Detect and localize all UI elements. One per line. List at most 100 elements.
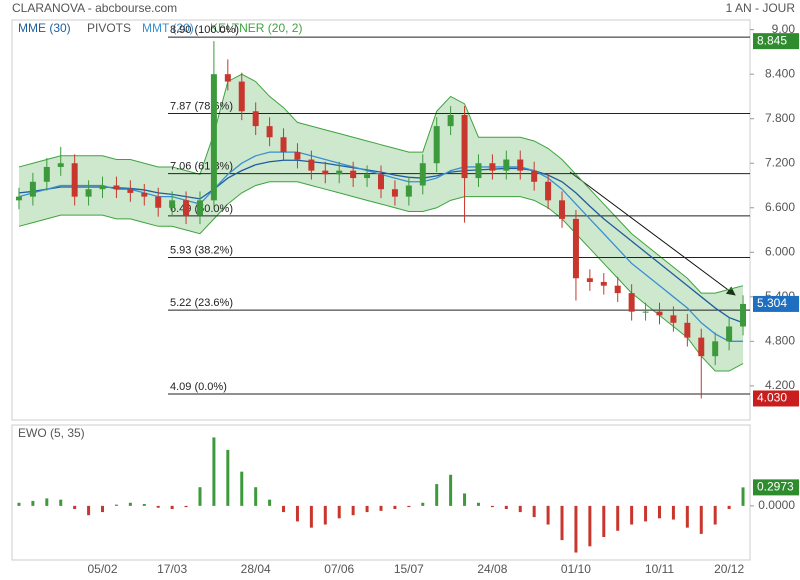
ewo-panel	[11, 424, 751, 561]
page-title: CLARANOVA - abcbourse.com	[12, 1, 177, 15]
candle-body	[600, 281, 607, 286]
keltner-lower	[18, 181, 744, 372]
candle-body	[336, 170, 343, 175]
candle-body	[572, 218, 579, 279]
ewo-bar	[226, 449, 230, 506]
ewo-bar	[490, 505, 494, 508]
ewo-bar	[59, 499, 63, 506]
candle-body	[712, 341, 719, 357]
candle-body	[517, 159, 524, 171]
candle-body	[447, 114, 454, 127]
ewo-bar	[240, 471, 244, 506]
ewo-bar	[87, 505, 91, 516]
ewo-bar	[671, 505, 675, 520]
candle-body	[127, 189, 134, 193]
ewo-bar	[170, 505, 174, 509]
candle-body	[586, 278, 593, 282]
fib-label: 8.90 (100.0%)	[170, 24, 239, 36]
candle-body	[726, 326, 733, 342]
candle-body	[196, 200, 203, 216]
ewo-bar	[365, 505, 369, 513]
candle-body	[405, 185, 412, 197]
ewo-bar	[393, 505, 397, 509]
value-marker-label: 0.2973	[757, 480, 794, 494]
ewo-bar	[518, 505, 522, 513]
candle-body	[266, 126, 273, 138]
ewo-bar	[407, 505, 411, 508]
candle-body	[308, 159, 315, 171]
x-tick-label: 05/02	[87, 562, 117, 576]
candle-body	[378, 174, 384, 190]
candle-body	[238, 81, 245, 112]
ewo-bar	[295, 505, 299, 522]
candle-body	[350, 170, 357, 179]
keltner-fill	[18, 74, 744, 372]
candle-body	[322, 170, 329, 175]
candle-body	[224, 74, 231, 82]
candle-body	[71, 163, 78, 197]
value-marker-label: 4.030	[757, 391, 787, 405]
candle-body	[656, 311, 663, 316]
ewo-bar	[616, 505, 620, 531]
legend-pivots: PIVOTS	[87, 21, 131, 35]
candle-body	[391, 189, 398, 197]
ewo-bar	[351, 505, 355, 516]
ewo-bar	[727, 505, 731, 509]
ewo-bar	[114, 504, 118, 506]
candle-body	[489, 163, 496, 171]
ewo-bar	[101, 505, 105, 513]
y-tick-label: 6.600	[765, 200, 795, 214]
ewo-bar	[630, 505, 634, 525]
ewo-bar	[713, 505, 717, 525]
ewo-bar	[17, 502, 21, 506]
candle-body	[85, 189, 92, 197]
candle-body	[155, 196, 162, 208]
ewo-bar	[421, 502, 425, 506]
candle-body	[15, 196, 22, 201]
value-marker	[753, 295, 799, 312]
x-tick-label: 28/04	[241, 562, 271, 576]
ewo-bar	[323, 505, 327, 525]
ewo-bar	[268, 499, 272, 506]
ewo-bar	[435, 484, 439, 506]
value-marker	[753, 33, 799, 50]
candle-body	[614, 285, 621, 294]
ewo-bar	[45, 498, 49, 506]
ewo-bar	[463, 493, 467, 506]
ewo-bar	[699, 505, 703, 534]
ewo-bar	[31, 500, 35, 506]
candle-body	[113, 185, 120, 190]
candle-body	[475, 163, 482, 179]
candle-body	[670, 315, 677, 323]
ewo-bar	[254, 487, 258, 506]
candle-body	[684, 322, 691, 338]
candle-body	[740, 303, 747, 327]
x-tick-label: 17/03	[157, 562, 187, 576]
candle-body	[252, 111, 259, 127]
candle-body	[294, 152, 301, 160]
value-marker-label: 8.845	[757, 33, 787, 47]
x-tick-label: 24/08	[477, 562, 507, 576]
ewo-bar	[212, 437, 216, 506]
fib-label: 7.06 (61.8%)	[170, 161, 233, 173]
y-tick-label: 6.000	[765, 244, 795, 258]
ewo-bar	[142, 504, 146, 506]
candle-body	[141, 192, 148, 197]
x-tick-label: 10/11	[645, 562, 674, 576]
candle-body	[642, 311, 649, 313]
candle-body	[698, 337, 705, 357]
ewo-bar	[602, 505, 606, 537]
ewo-bar	[282, 505, 286, 513]
ewo-bar	[476, 502, 480, 506]
candle-body	[57, 163, 64, 167]
ewo-bar	[741, 487, 745, 506]
ewo-bar	[574, 505, 578, 553]
candle-body	[628, 293, 635, 312]
legend-mme: MME (30)	[18, 21, 71, 35]
candle-body	[210, 74, 217, 201]
ewo-bar	[546, 505, 550, 525]
candle-body	[545, 181, 552, 201]
ewo-bar	[532, 505, 536, 518]
fib-label: 5.22 (23.6%)	[170, 297, 233, 309]
